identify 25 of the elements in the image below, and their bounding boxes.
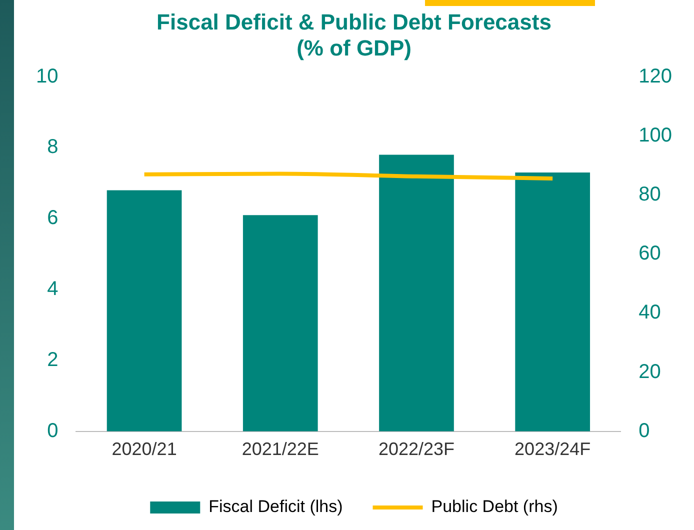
x-tick-label: 2023/24F: [514, 439, 591, 460]
legend-label: Fiscal Deficit (lhs): [208, 497, 343, 516]
y2-tick-label: 60: [638, 242, 661, 265]
bar: [379, 154, 454, 432]
y2-tick-label: 100: [638, 124, 672, 146]
y-tick-label: 6: [47, 207, 58, 230]
y2-tick-label: 20: [638, 360, 661, 383]
y-tick-label: 8: [47, 136, 58, 158]
y-tick-label: 10: [36, 65, 58, 88]
x-tick-label: 2022/23F: [378, 439, 455, 460]
y-tick-label: 0: [47, 420, 58, 442]
bar: [242, 215, 318, 432]
x-tick-label: 2021/22E: [242, 439, 319, 460]
text: (% of GDP): [296, 36, 412, 61]
bar: [106, 190, 182, 432]
y2-tick-label: 0: [638, 420, 650, 442]
text: Fiscal Deficit & Public Debt Forecasts: [156, 9, 552, 34]
y2-tick-label: 80: [638, 184, 661, 206]
y2-tick-label: 120: [638, 65, 672, 88]
x-tick-label: 2020/21: [112, 439, 177, 460]
bar: [515, 172, 590, 432]
y-tick-label: 2: [47, 348, 58, 371]
legend-label: Public Debt (rhs): [431, 497, 558, 516]
y2-tick-label: 40: [638, 302, 661, 324]
y-tick-label: 4: [47, 278, 58, 300]
